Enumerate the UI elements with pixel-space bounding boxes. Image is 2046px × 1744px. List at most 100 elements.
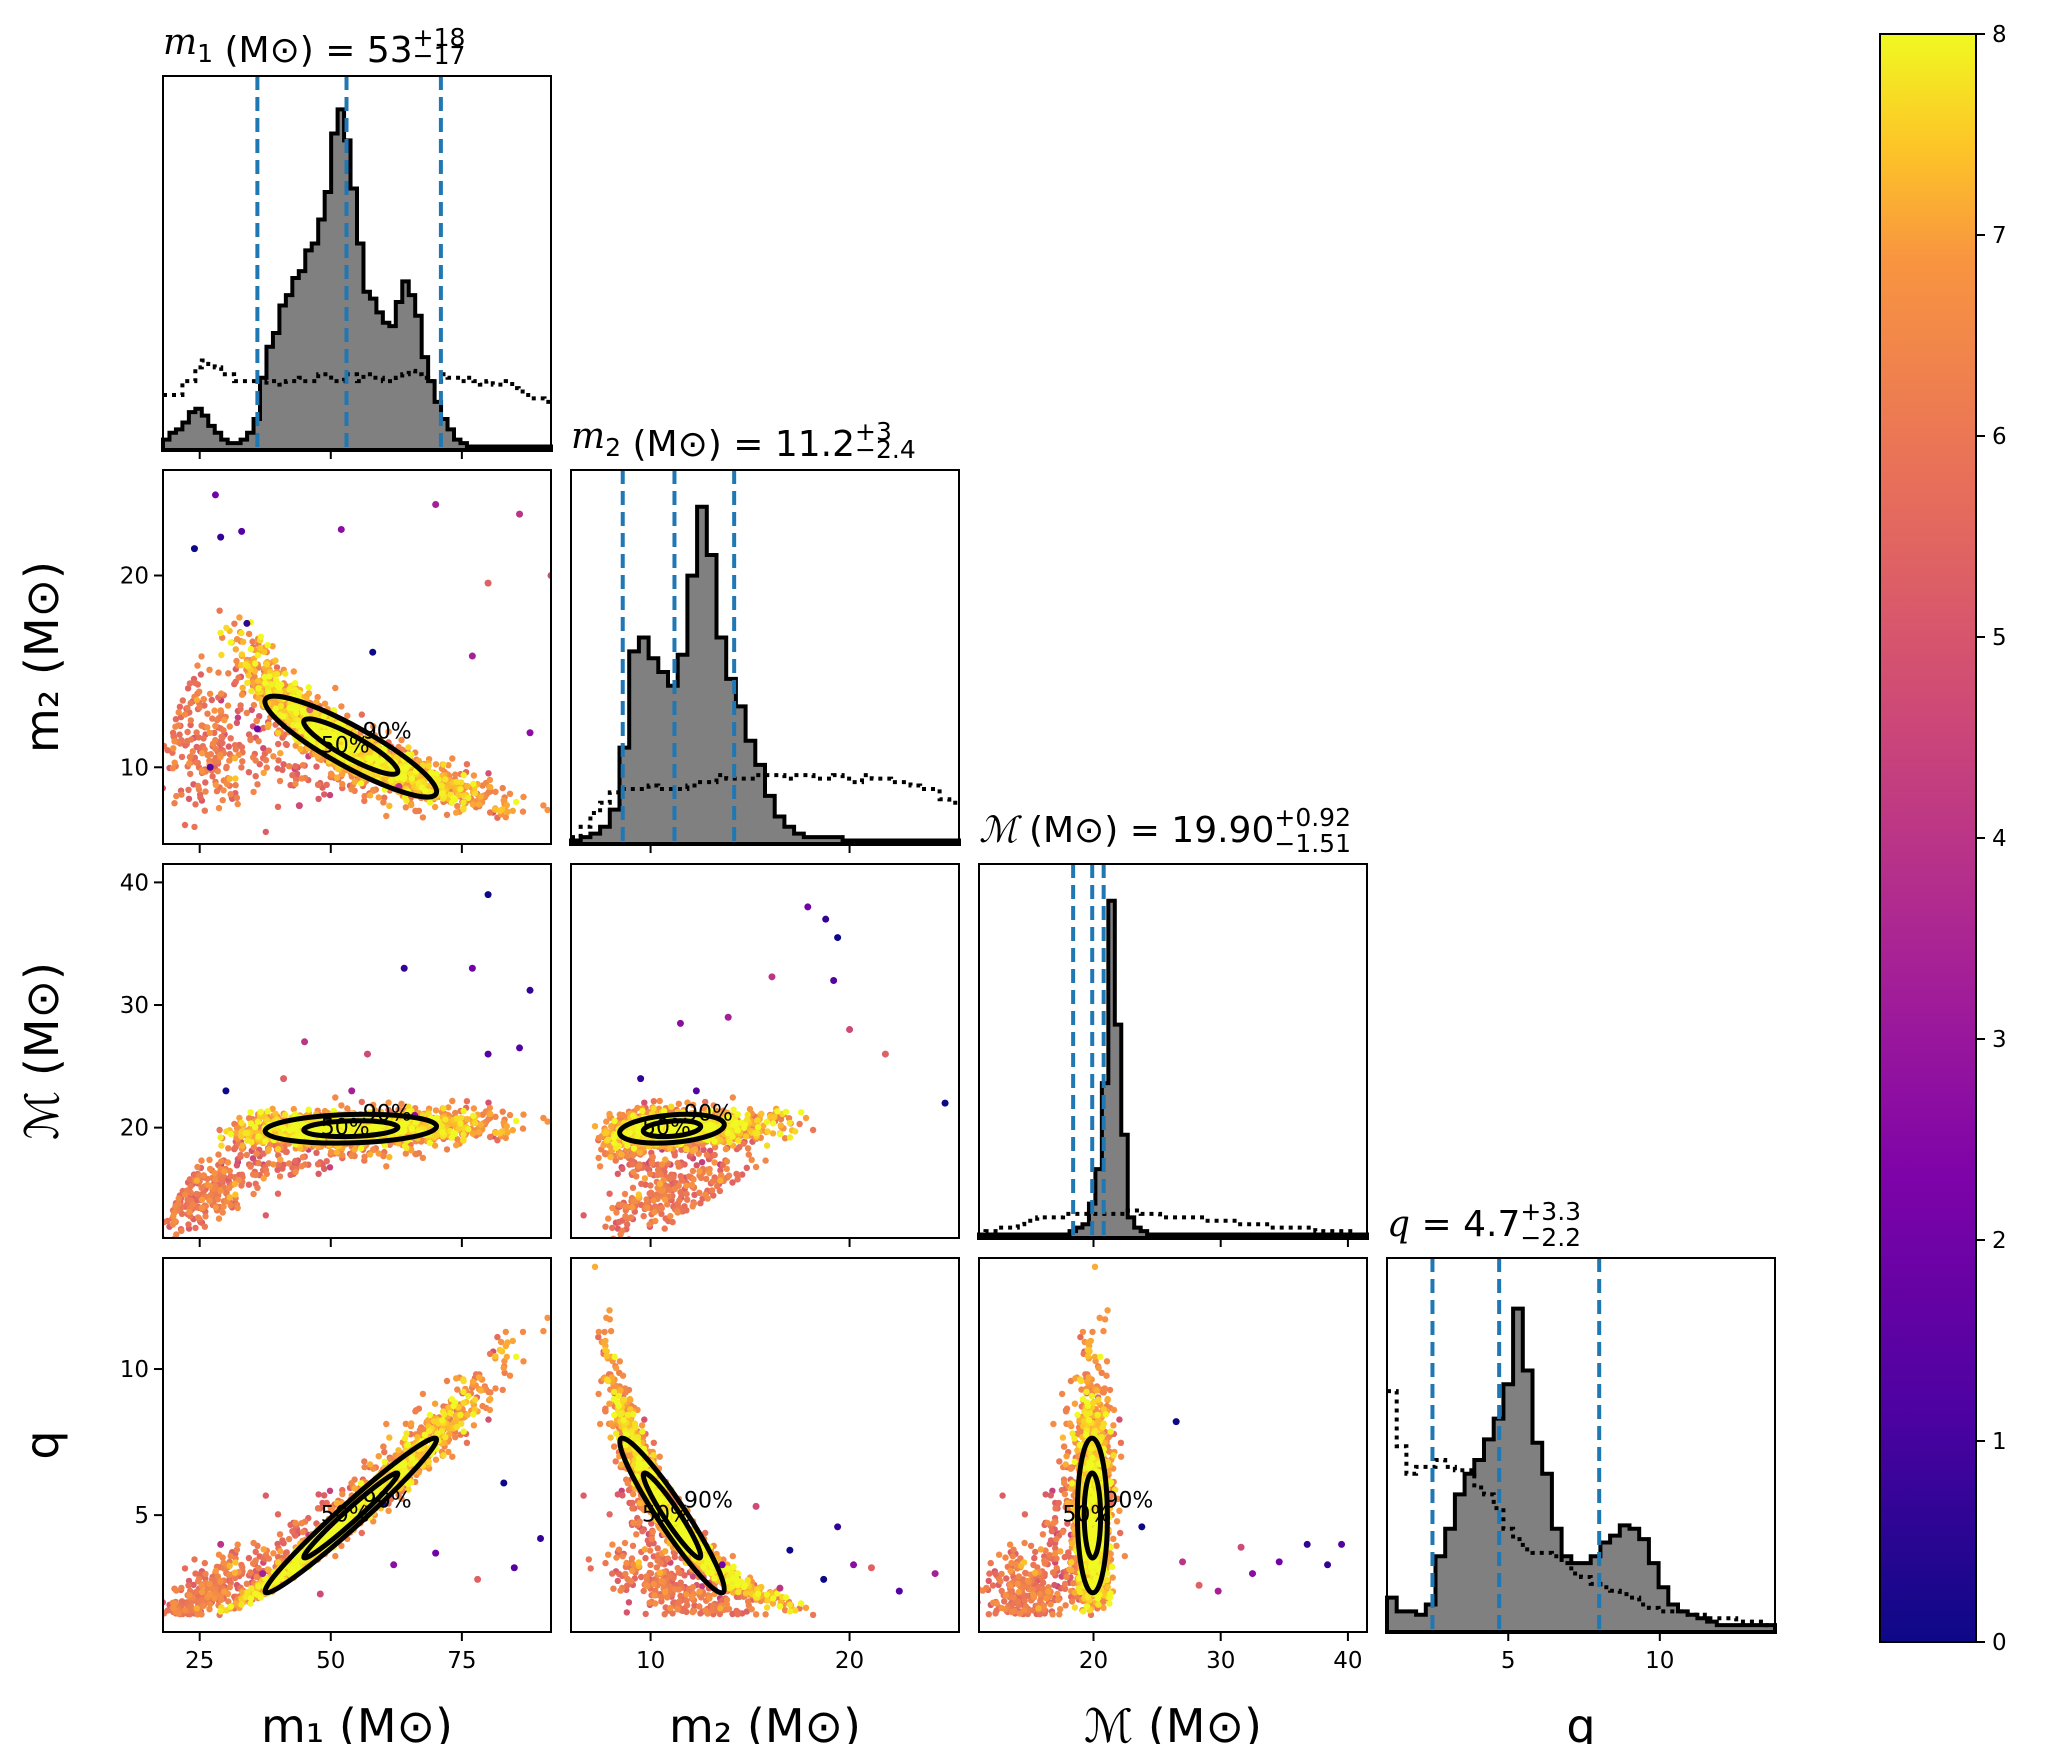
sample-point (209, 715, 216, 722)
sample-point (506, 1111, 514, 1119)
sample-point (143, 1249, 149, 1255)
sample-point (242, 661, 249, 668)
sample-point (245, 769, 253, 776)
sample-point (292, 763, 299, 770)
sample-point (326, 1164, 334, 1171)
sample-point (171, 800, 178, 807)
sample-point (227, 639, 234, 646)
contour-50 (301, 716, 401, 777)
sample-point (254, 781, 261, 788)
sample-point (348, 739, 355, 747)
sample-point (143, 787, 149, 793)
sample-point (487, 1110, 494, 1118)
sample-point (250, 701, 258, 709)
sample-point (408, 1147, 415, 1154)
title-subscript: 1 (197, 39, 213, 68)
sample-point (186, 1208, 193, 1216)
sample-point (232, 646, 239, 653)
title-minus: −2.4 (855, 435, 916, 464)
sample-point (275, 1161, 282, 1168)
sample-point (189, 1201, 196, 1208)
sample-point (218, 1142, 225, 1149)
sample-point (181, 711, 189, 718)
sample-point (333, 774, 341, 781)
sample-point (193, 1190, 200, 1198)
sample-point (540, 1114, 547, 1122)
sample-point (274, 1146, 282, 1153)
sample-point (380, 799, 387, 806)
sample-point (408, 775, 416, 782)
sample-point (238, 744, 246, 751)
sample-point (469, 1130, 477, 1137)
sample-point (296, 689, 303, 697)
sample-point (442, 776, 449, 783)
sample-point (191, 679, 199, 687)
sample-point (492, 1113, 499, 1121)
sample-point (226, 1184, 233, 1192)
sample-point (315, 795, 322, 803)
sample-point (272, 657, 279, 664)
sample-point (247, 1163, 254, 1170)
sample-point (176, 703, 184, 710)
sample-point (460, 799, 467, 806)
sample-point (156, 1225, 162, 1231)
hist-panel-m2: m2 (M⊙) = 11.2+3−2.4 (569, 416, 961, 846)
sample-point (519, 1125, 527, 1132)
sample-point (305, 684, 312, 691)
sample-point (393, 754, 400, 761)
sample-point (380, 1152, 387, 1160)
sample-point (198, 1196, 206, 1203)
sample-point (186, 753, 194, 761)
sample-point (412, 1150, 419, 1158)
title-minus: −2.2 (1520, 1223, 1581, 1252)
sample-point (243, 1151, 250, 1159)
sample-point (197, 671, 205, 678)
sample-point (402, 1150, 409, 1157)
sample-point (272, 676, 280, 684)
sample-point (257, 633, 264, 640)
sample-point (172, 723, 179, 730)
sample-point (339, 1152, 346, 1159)
sample-point (475, 1129, 483, 1136)
sample-point (206, 690, 214, 697)
sample-point (163, 1218, 168, 1226)
sample-point (343, 747, 351, 754)
panel-frame (1386, 1257, 1776, 1633)
sample-point (419, 1154, 427, 1162)
sample-point (401, 794, 409, 801)
sample-point (235, 674, 242, 681)
sample-point (214, 768, 221, 775)
panel-frame (570, 469, 960, 845)
title-unit: (M⊙) = 19.90 (1018, 810, 1275, 851)
sample-point (216, 607, 223, 614)
sample-point (323, 1158, 330, 1165)
sample-point (433, 770, 440, 777)
sample-point (209, 773, 216, 780)
sample-point (198, 1157, 205, 1164)
sample-point (201, 1223, 208, 1230)
sample-point (440, 761, 447, 768)
sample-point (370, 1146, 377, 1153)
sample-point (292, 780, 299, 788)
sample-point (202, 788, 209, 795)
sample-point (233, 794, 241, 801)
sample-point (453, 778, 461, 786)
sample-point (218, 733, 225, 740)
sample-point (496, 807, 504, 815)
sample-point (212, 1176, 219, 1183)
panel-frame (162, 75, 552, 451)
sample-point (221, 1168, 228, 1175)
sample-point (264, 642, 271, 649)
sample-point (197, 794, 204, 801)
sample-point (200, 735, 207, 742)
sample-point (247, 736, 254, 744)
sample-point (472, 789, 479, 797)
sample-point (202, 1213, 209, 1220)
sample-point (415, 779, 422, 787)
sample-point (234, 1204, 241, 1212)
outlier-point (190, 545, 198, 553)
sample-point (399, 775, 406, 782)
sample-point (206, 1182, 213, 1189)
sample-point (262, 828, 269, 836)
sample-point (194, 1214, 202, 1221)
